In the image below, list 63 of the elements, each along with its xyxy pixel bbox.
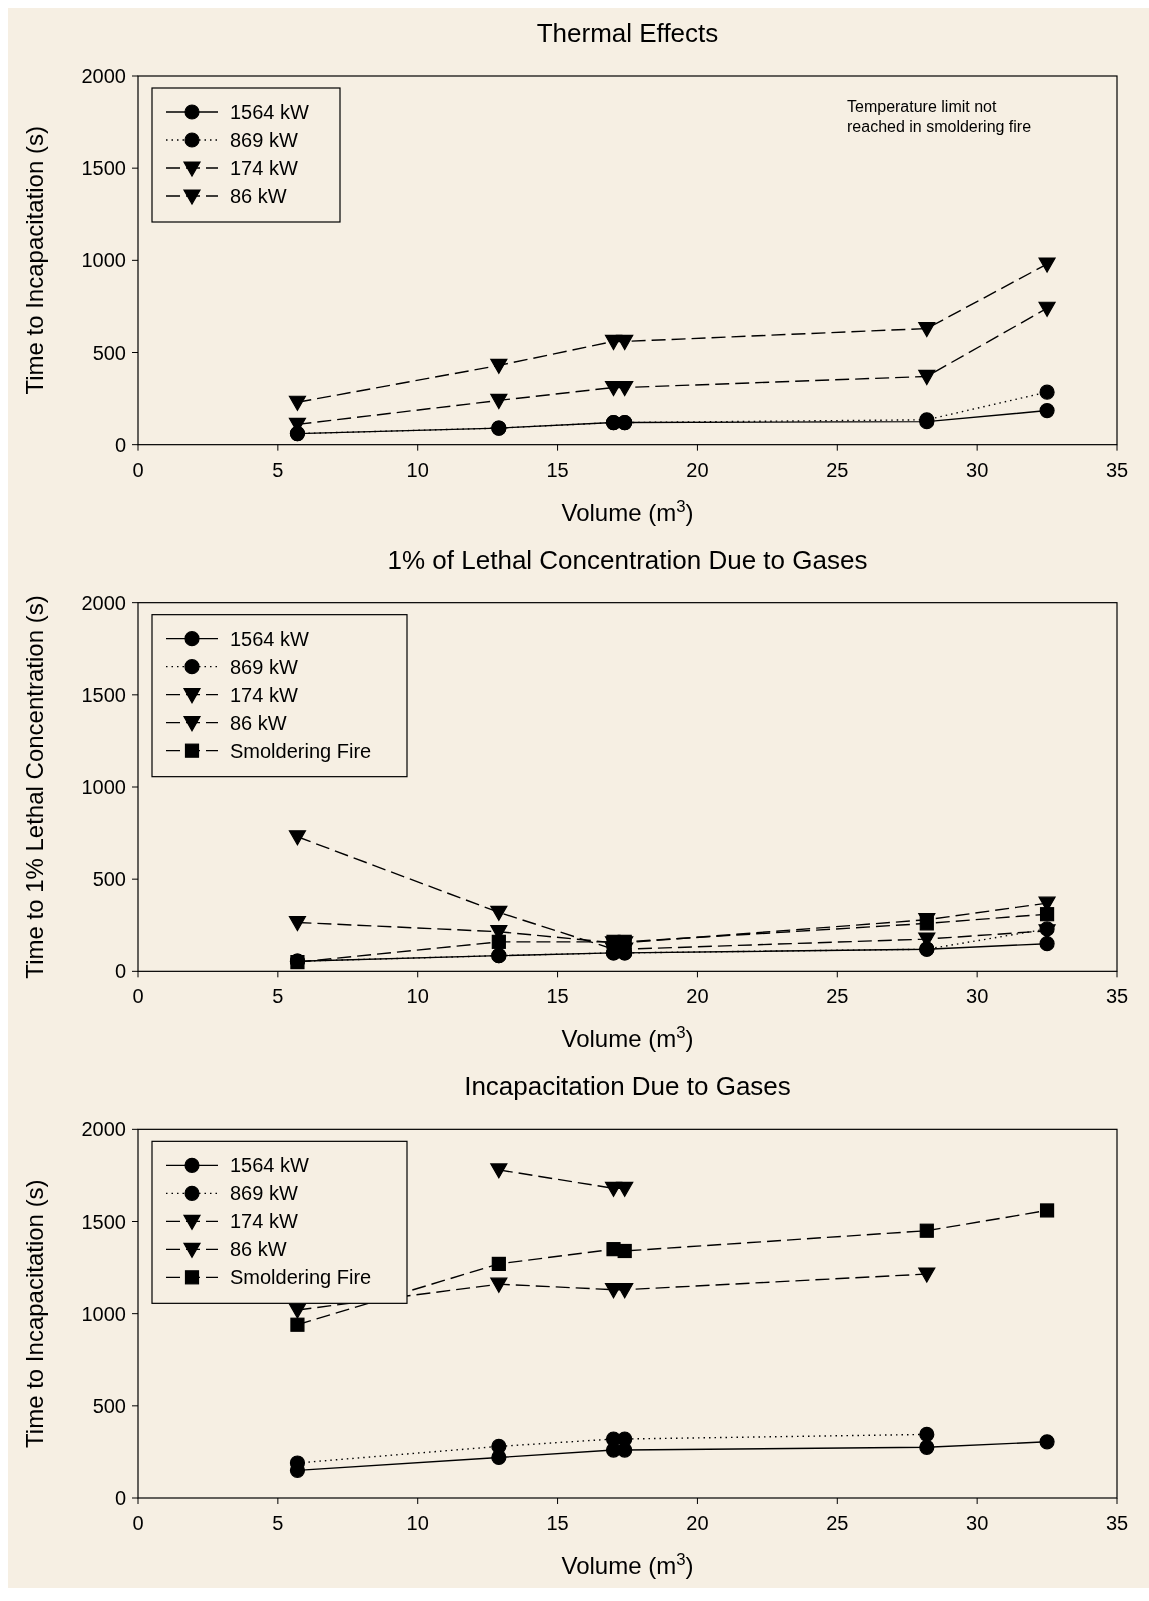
x-axis-title: Volume (m$^{3}$) bbox=[561, 1549, 694, 1579]
x-tick-label: 5 bbox=[272, 1512, 284, 1534]
x-tick-label: 5 bbox=[272, 458, 284, 481]
x-tick-label: 35 bbox=[1105, 1512, 1129, 1534]
legend-label: 1564 kW bbox=[230, 1154, 310, 1177]
y-tick-label: 2000 bbox=[81, 65, 126, 87]
legend-label: 86 kW bbox=[230, 185, 287, 207]
x-tick-label: 0 bbox=[132, 458, 144, 481]
y-tick-label: 0 bbox=[114, 960, 126, 983]
legend-label: 869 kW bbox=[230, 655, 298, 678]
x-tick-label: 0 bbox=[132, 1512, 144, 1534]
x-tick-label: 35 bbox=[1105, 985, 1129, 1008]
y-tick-label: 1000 bbox=[81, 1302, 126, 1325]
y-axis-title: Time to Incapacitation (s) bbox=[21, 1179, 48, 1448]
x-tick-label: 20 bbox=[686, 458, 709, 481]
y-tick-label: 0 bbox=[114, 1487, 126, 1509]
x-tick-label: 5 bbox=[272, 985, 284, 1008]
legend-label: 174 kW bbox=[230, 1210, 298, 1233]
legend-label: Smoldering Fire bbox=[230, 1266, 372, 1289]
x-tick-label: 30 bbox=[966, 458, 989, 481]
x-tick-label: 15 bbox=[546, 1512, 569, 1534]
y-tick-label: 500 bbox=[92, 868, 126, 891]
y-tick-label: 500 bbox=[92, 341, 126, 364]
x-tick-label: 30 bbox=[966, 985, 989, 1008]
chart-title: 1% of Lethal Concentration Due to Gases bbox=[387, 544, 868, 575]
x-tick-label: 25 bbox=[826, 1512, 849, 1534]
x-axis-title: Volume (m$^{3}$) bbox=[561, 1022, 694, 1053]
x-tick-label: 0 bbox=[132, 985, 144, 1008]
x-tick-label: 25 bbox=[826, 985, 849, 1008]
y-axis-title: Time to 1% Lethal Concentration (s) bbox=[21, 595, 48, 979]
legend-label: 174 kW bbox=[230, 157, 298, 179]
y-tick-label: 1500 bbox=[81, 157, 126, 180]
legend-label: 1564 kW bbox=[230, 627, 310, 650]
x-tick-label: 10 bbox=[406, 458, 429, 481]
y-axis-title: Time to Incapacitation (s) bbox=[21, 126, 48, 395]
legend-label: 86 kW bbox=[230, 1238, 287, 1261]
x-tick-label: 15 bbox=[546, 985, 569, 1008]
y-tick-label: 0 bbox=[114, 433, 126, 456]
y-tick-label: 1000 bbox=[81, 249, 126, 272]
y-tick-label: 2000 bbox=[81, 1118, 126, 1141]
legend-label: 869 kW bbox=[230, 1182, 298, 1205]
y-tick-label: 1500 bbox=[81, 1210, 126, 1233]
chart-title: Thermal Effects bbox=[536, 18, 719, 48]
y-tick-label: 2000 bbox=[81, 591, 126, 614]
y-tick-label: 1500 bbox=[81, 683, 126, 706]
chart-title: Incapacitation Due to Gases bbox=[464, 1071, 791, 1102]
annotation: Temperature limit not reached in smoldering fire bbox=[847, 98, 1032, 135]
legend-label: 86 kW bbox=[230, 711, 287, 734]
x-axis-title: Volume (m$^{3}$) bbox=[561, 496, 694, 526]
legend-label: 869 kW bbox=[230, 129, 298, 151]
legend-label: 1564 kW bbox=[230, 101, 310, 123]
legend-label: 174 kW bbox=[230, 683, 298, 706]
x-tick-label: 15 bbox=[546, 458, 569, 481]
x-tick-label: 10 bbox=[406, 985, 429, 1008]
x-tick-label: 25 bbox=[826, 458, 849, 481]
x-tick-label: 20 bbox=[686, 1512, 709, 1534]
x-tick-label: 30 bbox=[966, 1512, 989, 1534]
x-tick-label: 20 bbox=[686, 985, 709, 1008]
legend-label: Smoldering Fire bbox=[230, 739, 372, 762]
x-tick-label: 35 bbox=[1105, 458, 1129, 481]
y-tick-label: 500 bbox=[92, 1394, 126, 1417]
y-tick-label: 1000 bbox=[81, 776, 126, 798]
x-tick-label: 10 bbox=[406, 1512, 429, 1534]
